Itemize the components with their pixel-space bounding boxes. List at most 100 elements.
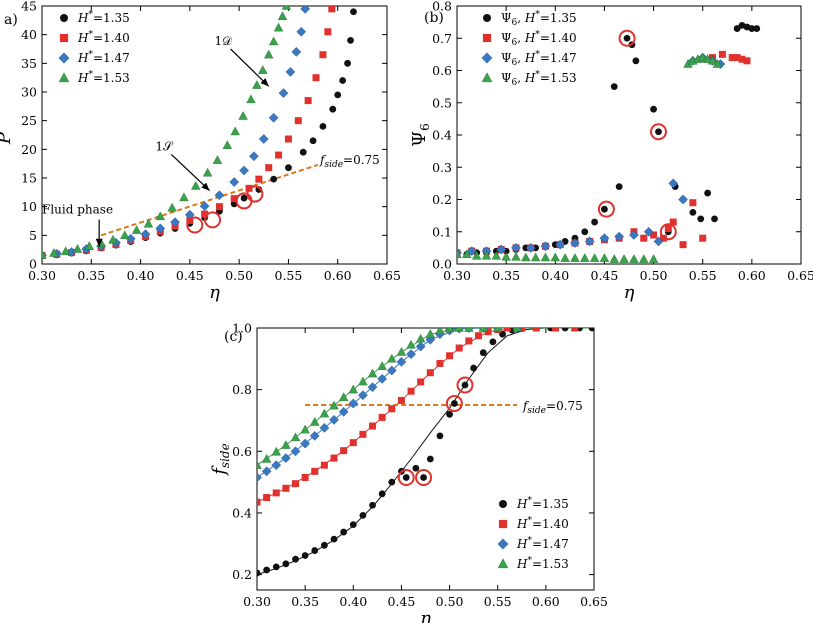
y-tick-label: 0.2 xyxy=(432,192,452,207)
y-axis-label: P* xyxy=(0,126,15,145)
panel-a: 0.30 0.35 0.40 0.45 0.50 0.55 0.60 0.65 0 5 10 15 20… xyxy=(0,0,401,303)
y-tick-label: 1.0 xyxy=(232,321,252,336)
data-point xyxy=(261,453,272,463)
annotation-arrow xyxy=(170,154,210,192)
highlight-circle xyxy=(445,395,463,413)
x-tick-label: 0.60 xyxy=(324,268,352,283)
data-point xyxy=(272,563,280,571)
data-point xyxy=(277,11,288,20)
data-point xyxy=(359,430,367,438)
data-point xyxy=(679,241,687,249)
data-point xyxy=(338,406,349,417)
legend-label: Ψ6, H*=1.47 xyxy=(501,50,577,68)
data-point xyxy=(238,111,248,120)
data-point xyxy=(84,241,95,250)
data-point xyxy=(257,460,262,469)
x-tick-label: 0.30 xyxy=(28,268,56,283)
x-tick-label: 0.35 xyxy=(291,594,319,609)
data-point xyxy=(301,552,309,559)
data-point xyxy=(599,253,610,262)
annotation-label: 1𝒟 xyxy=(215,34,233,48)
data-point xyxy=(310,416,320,426)
data-point xyxy=(222,140,233,149)
data-point xyxy=(481,250,492,260)
data-point xyxy=(252,80,262,89)
highlight-circle xyxy=(456,376,474,394)
data-point xyxy=(712,59,723,68)
data-point xyxy=(273,22,284,32)
data-point xyxy=(697,215,705,223)
data-point xyxy=(464,328,474,332)
data-point xyxy=(255,175,263,183)
x-tick-label: 0.45 xyxy=(591,268,619,283)
legend-marker xyxy=(499,500,507,508)
data-point xyxy=(501,251,511,261)
y-tick-label: 30 xyxy=(21,85,37,100)
data-point xyxy=(263,494,271,502)
data-point xyxy=(415,333,426,343)
data-point xyxy=(291,46,302,57)
data-point xyxy=(285,164,292,172)
legend-label: H*=1.53 xyxy=(77,70,130,85)
arrow-head xyxy=(95,238,103,247)
y-tick-label: 25 xyxy=(21,113,37,128)
data-point xyxy=(639,254,649,263)
x-tick-label: 0.40 xyxy=(339,594,367,609)
data-point xyxy=(623,34,631,42)
data-point xyxy=(455,344,463,352)
legend-label: H*=1.35 xyxy=(77,10,130,25)
data-point xyxy=(214,190,225,201)
data-point xyxy=(532,328,540,332)
fit-curve xyxy=(257,328,594,478)
data-point xyxy=(349,439,357,447)
data-point xyxy=(615,183,623,191)
data-point xyxy=(407,387,415,395)
data-point xyxy=(278,88,289,99)
plot-area xyxy=(42,6,357,261)
y-tick-label: 0.8 xyxy=(432,0,452,14)
highlight-circle xyxy=(204,211,222,229)
panel-label: (c) xyxy=(224,329,243,345)
data-point xyxy=(320,461,328,469)
data-point xyxy=(272,489,280,497)
x-axis-label: η xyxy=(420,608,431,623)
data-point xyxy=(386,365,397,376)
x-tick-label: 0.30 xyxy=(443,268,471,283)
data-point xyxy=(319,123,327,130)
highlight-circle xyxy=(649,123,667,141)
data-point xyxy=(580,253,590,262)
data-point xyxy=(170,217,180,228)
plot-frame xyxy=(41,5,388,265)
y-tick-label: 0.2 xyxy=(232,567,252,582)
legend-label: H*=1.40 xyxy=(77,30,130,45)
x-tick-label: 0.50 xyxy=(225,268,253,283)
data-point xyxy=(406,349,416,360)
data-point xyxy=(261,466,272,477)
x-tick-label: 0.60 xyxy=(738,268,766,283)
data-point xyxy=(415,341,426,352)
data-point xyxy=(446,410,453,418)
series-1.40 xyxy=(457,50,751,257)
x-tick-label: 0.50 xyxy=(640,268,668,283)
data-point xyxy=(268,36,279,46)
data-point xyxy=(570,238,580,248)
legend: Ψ6, H*=1.35 Ψ6, H*=1.40 Ψ6, H*=1.47 Ψ6, H*=… xyxy=(481,10,577,88)
data-point xyxy=(312,74,320,82)
data-point xyxy=(653,236,664,247)
data-point xyxy=(406,339,416,349)
arrow-head xyxy=(201,182,210,191)
x-tick-label: 0.45 xyxy=(176,268,204,283)
highlight-circle xyxy=(618,29,636,47)
x-axis-label: η xyxy=(209,282,220,303)
data-point xyxy=(275,151,283,159)
y-tick-label: 40 xyxy=(21,27,37,42)
data-point xyxy=(300,6,311,14)
data-point xyxy=(167,202,177,212)
data-point xyxy=(292,480,300,488)
y-tick-label: 35 xyxy=(21,56,37,71)
data-point xyxy=(246,94,256,104)
data-point xyxy=(265,164,273,172)
data-point xyxy=(457,249,462,258)
data-point xyxy=(377,373,388,384)
data-point xyxy=(599,233,610,244)
